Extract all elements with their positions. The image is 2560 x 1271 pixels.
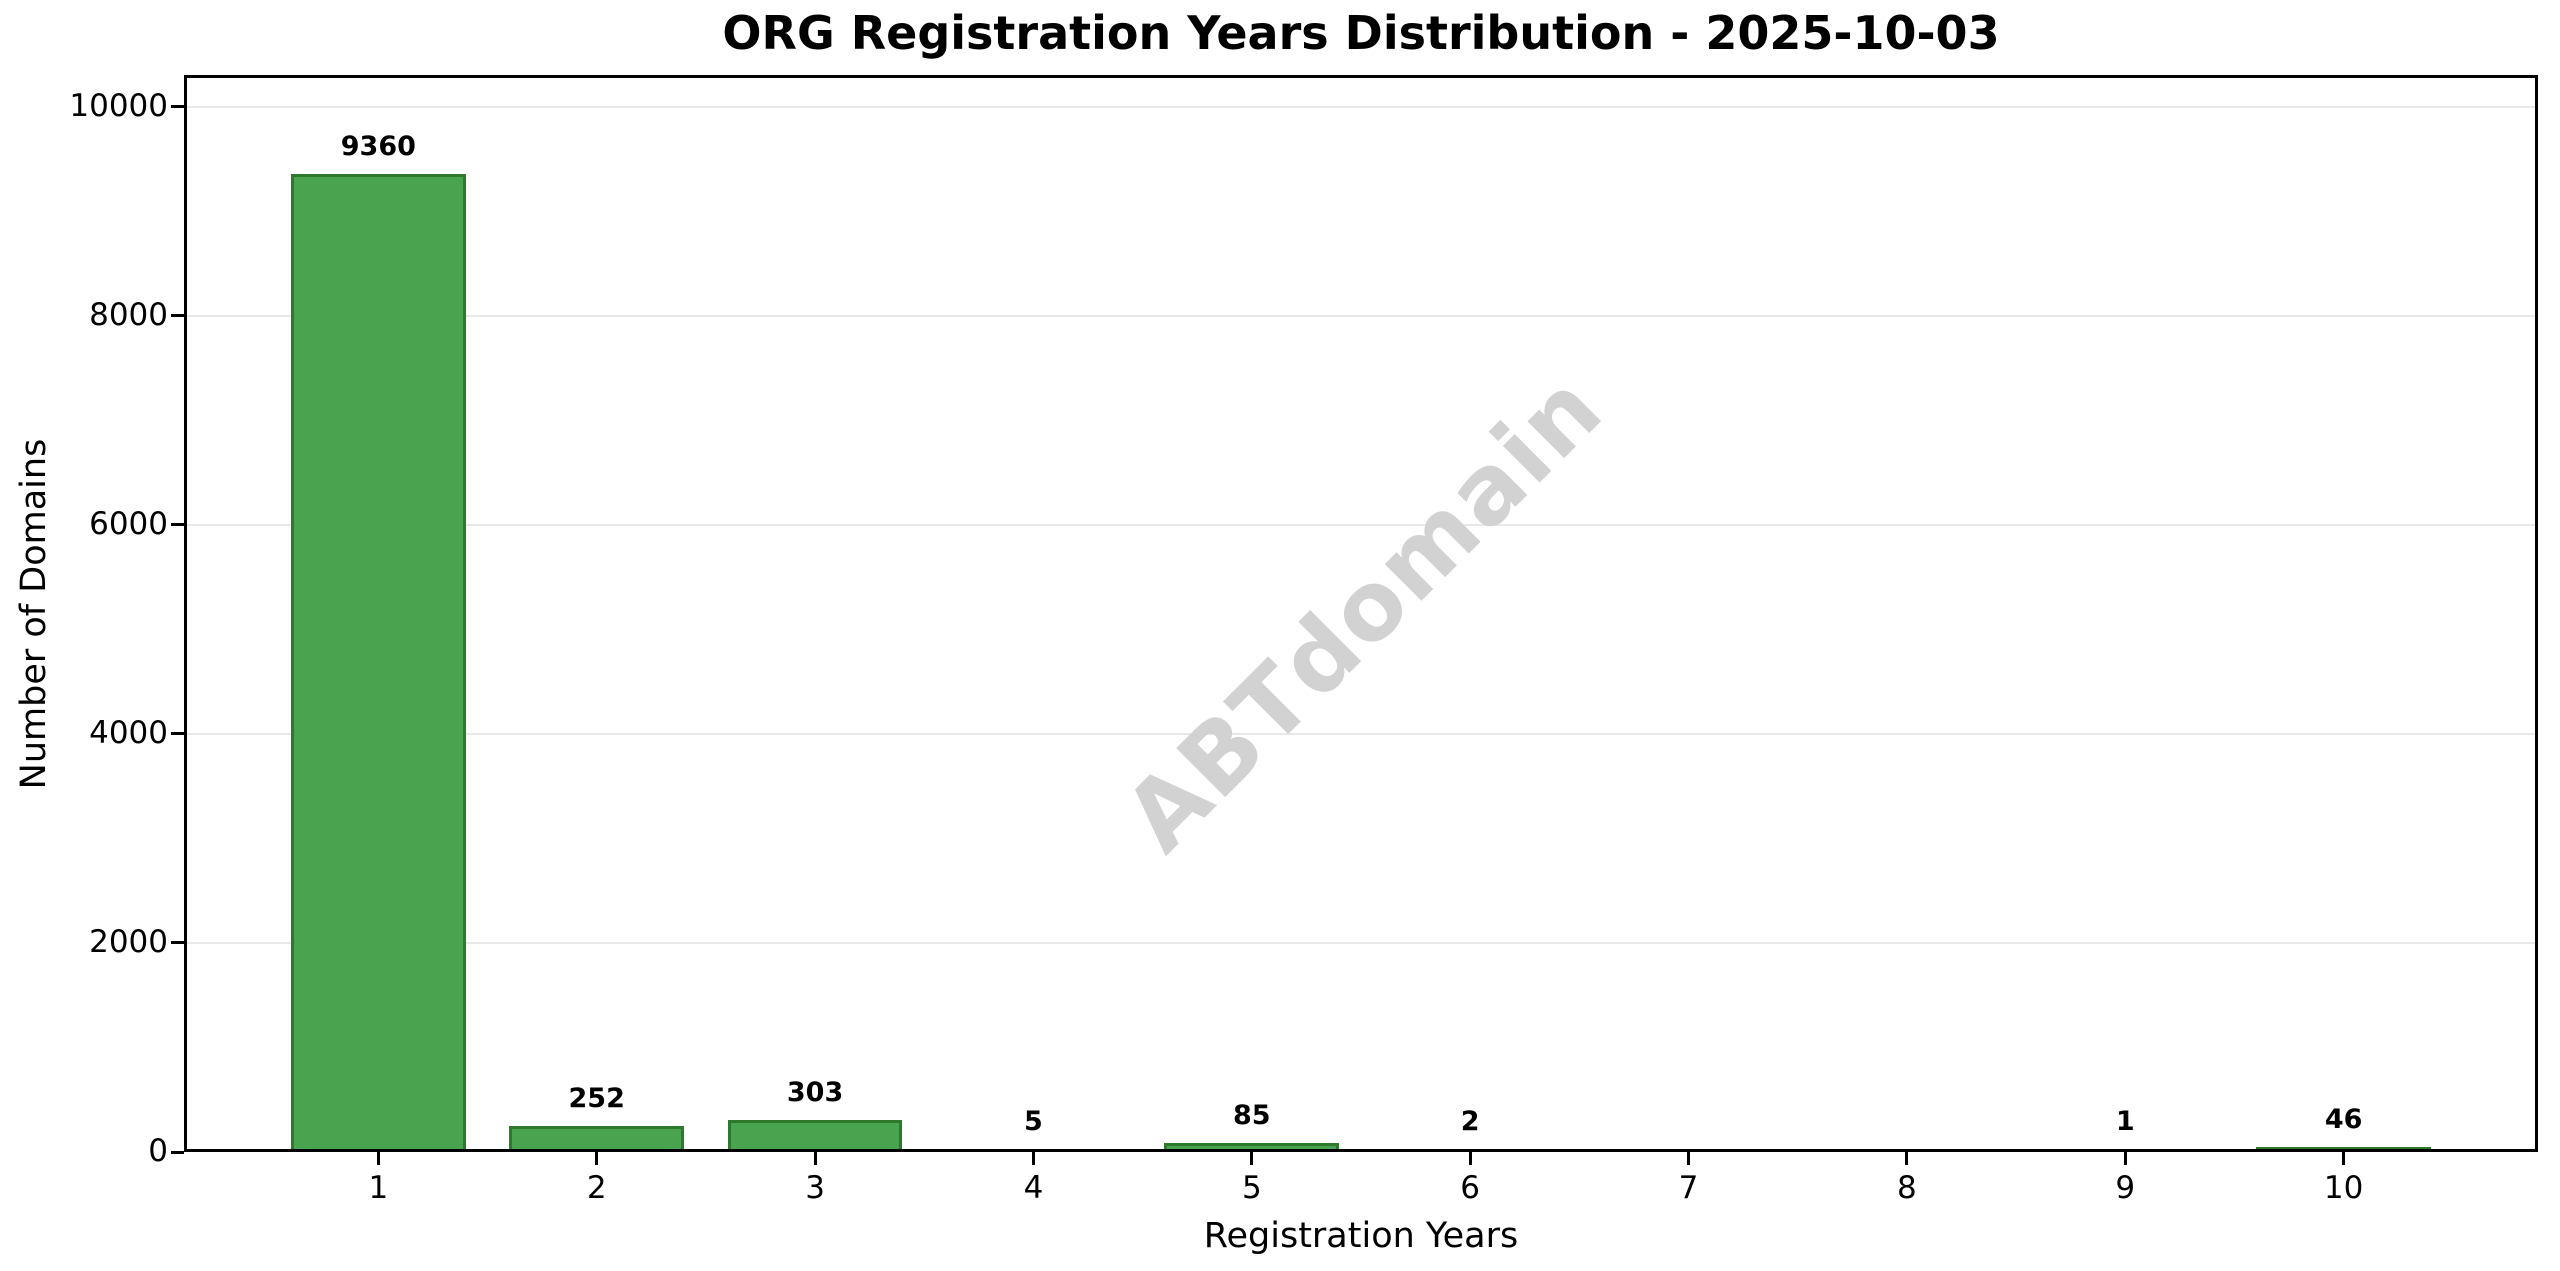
x-tick-mark-6 [1468,1152,1472,1165]
x-tick-mark-3 [813,1152,817,1165]
y-axis-label: Number of Domains [14,438,54,790]
bar-value-label-year-9: 1 [2115,1106,2135,1137]
bar-value-label-year-6: 2 [1460,1106,1480,1137]
x-tick-mark-2 [595,1152,599,1165]
y-tick-mark-2000 [171,941,184,945]
x-tick-label-9: 9 [2115,1170,2136,1206]
gridline-y-4000 [184,733,2538,735]
y-tick-mark-6000 [171,523,184,527]
chart-title: ORG Registration Years Distribution - 20… [722,6,2000,60]
bar-value-label-year-3: 303 [786,1077,844,1109]
x-tick-label-3: 3 [805,1170,825,1206]
bar-value-label-year-4: 5 [1024,1106,1043,1137]
x-tick-mark-7 [1687,1152,1691,1165]
x-tick-label-8: 8 [1897,1170,1917,1206]
bar-year-6 [1382,1149,1558,1152]
bar-year-5 [1164,1143,1340,1152]
x-tick-label-4: 4 [1023,1170,1044,1206]
y-tick-label-0: 0 [148,1133,168,1169]
x-tick-mark-8 [1905,1152,1909,1165]
x-axis-label: Registration Years [1203,1216,1519,1256]
bar-value-label-year-10: 46 [2324,1104,2363,1136]
gridline-y-8000 [184,314,2538,317]
x-tick-label-6: 6 [1460,1170,1481,1206]
x-tick-label-2: 2 [586,1170,607,1206]
x-tick-mark-9 [2123,1152,2127,1165]
y-tick-label-6000: 6000 [89,505,168,542]
bar-year-4 [946,1149,1121,1152]
x-tick-label-10: 10 [2323,1170,2364,1206]
y-tick-mark-10000 [171,105,184,109]
gridline-y-6000 [184,524,2538,526]
bar-year-3 [727,1120,903,1152]
y-tick-label-4000: 4000 [89,714,168,751]
bar-year-9 [2037,1149,2213,1152]
gridline-y-10000 [184,105,2538,108]
x-tick-mark-1 [376,1152,380,1165]
x-tick-label-5: 5 [1241,1170,1262,1206]
bar-value-label-year-1: 9360 [340,130,416,162]
x-tick-mark-5 [1250,1152,1254,1165]
plot-area: 9360 252 303 5 85 2 1 46 [184,75,2538,1152]
y-tick-label-2000: 2000 [89,923,168,960]
x-tick-label-7: 7 [1678,1170,1699,1206]
x-tick-mark-10 [2342,1152,2346,1165]
gridline-y-2000 [184,942,2538,944]
y-tick-label-10000: 10000 [69,87,168,124]
bar-value-label-year-2: 252 [568,1082,625,1114]
x-tick-mark-4 [1031,1152,1035,1165]
y-tick-mark-8000 [171,314,184,318]
y-tick-label-8000: 8000 [89,296,168,333]
bar-year-2 [509,1125,685,1152]
x-tick-label-1: 1 [368,1170,389,1206]
y-tick-mark-0 [171,1150,184,1154]
bar-year-1 [291,173,466,1152]
y-tick-mark-4000 [171,732,184,736]
bar-year-10 [2256,1147,2431,1152]
bar-value-label-year-5: 85 [1233,1100,1271,1132]
